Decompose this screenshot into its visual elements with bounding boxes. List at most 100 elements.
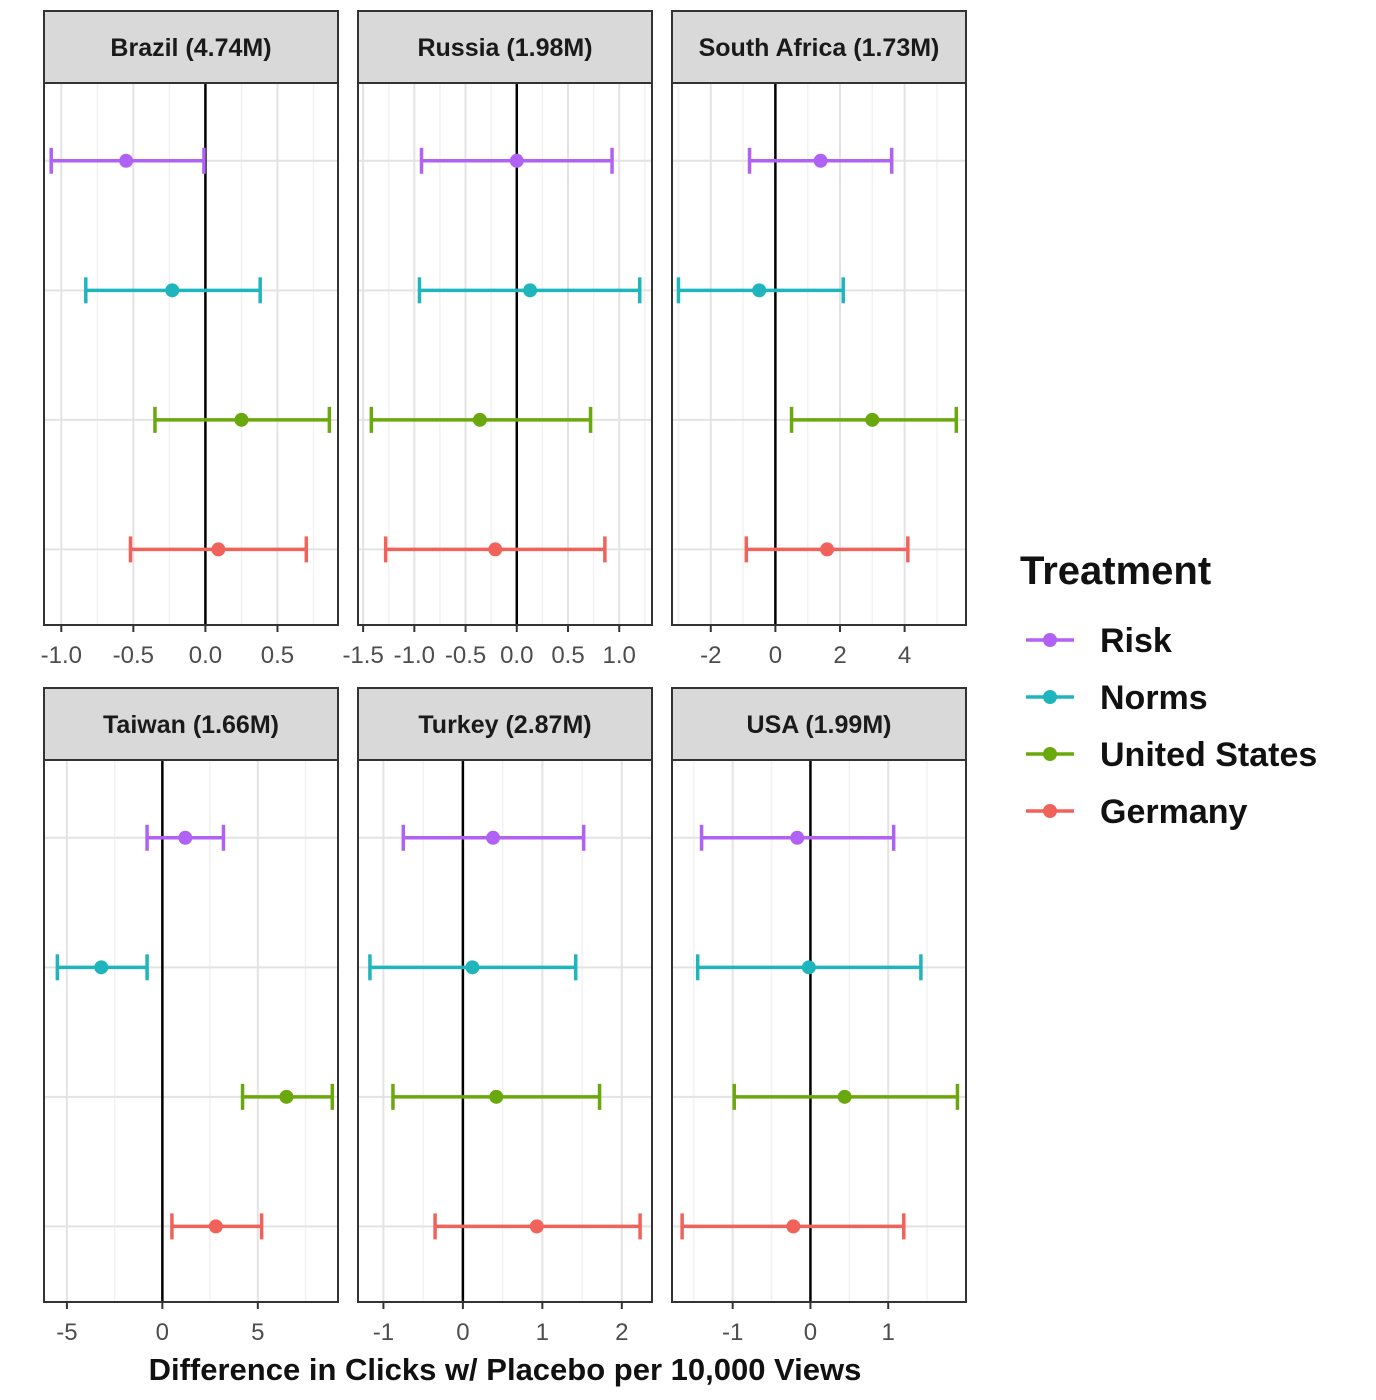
panel-border: [671, 82, 967, 626]
plot-background: [672, 83, 966, 625]
point-estimate: [489, 1089, 504, 1104]
errorbar-germany: [433, 1213, 642, 1240]
x-tick-label: -1.0: [41, 642, 82, 669]
legend-key-point: [1043, 804, 1057, 818]
facet-title: South Africa (1.73M): [699, 34, 940, 62]
x-tick-label: 0: [769, 642, 782, 669]
facet-strip: [43, 687, 339, 761]
facet-panel: USA (1.99M) -1 0 1: [671, 687, 967, 1346]
errorbar-norms: [84, 277, 262, 304]
facet-panel: South Africa (1.73M) -2 0 2 4: [671, 10, 967, 669]
point-estimate: [790, 830, 805, 845]
point-estimate: [472, 412, 487, 427]
point-estimate: [509, 153, 524, 168]
errorbar-united-states: [369, 406, 593, 433]
x-tick-label: 0: [804, 1319, 817, 1346]
errorbar-germany: [383, 536, 607, 563]
errorbar-united-states: [391, 1083, 602, 1110]
legend-label: Norms: [1100, 679, 1208, 717]
facet-panel: Russia (1.98M) -1.5 -1.0 -0.5 0.0 0.5 1.0: [342, 10, 653, 669]
x-tick-label: -5: [56, 1319, 77, 1346]
errorbar-germany: [744, 536, 910, 563]
panel-border: [357, 82, 653, 626]
facet-strip: [671, 687, 967, 761]
x-tick-label: 4: [898, 642, 911, 669]
legend-key-point: [1043, 690, 1057, 704]
panel-border: [357, 759, 653, 1303]
errorbar-norms: [368, 954, 578, 981]
point-estimate: [208, 1219, 223, 1234]
point-estimate: [865, 412, 880, 427]
point-estimate: [820, 542, 835, 557]
point-estimate: [523, 283, 538, 298]
facet-title: Taiwan (1.66M): [103, 711, 279, 739]
point-estimate: [119, 153, 134, 168]
legend-label: United States: [1100, 736, 1317, 774]
x-tick-label: -1.0: [394, 642, 435, 669]
errorbar-risk: [419, 147, 614, 174]
point-estimate: [465, 960, 480, 975]
legend-label: Germany: [1100, 793, 1247, 831]
legend-entry-risk: Risk: [1026, 622, 1172, 660]
facet-title: Turkey (2.87M): [418, 711, 591, 739]
legend-entry-norms: Norms: [1026, 679, 1208, 717]
x-tick-label: 1: [536, 1319, 549, 1346]
point-estimate: [165, 283, 180, 298]
panel-border: [671, 759, 967, 1303]
errorbar-risk: [747, 147, 894, 174]
x-tick-label: 0.5: [261, 642, 294, 669]
facet-strip: [43, 10, 339, 84]
point-estimate: [279, 1089, 294, 1104]
errorbar-risk: [145, 824, 226, 851]
errorbar-united-states: [153, 406, 332, 433]
panel-border: [43, 82, 339, 626]
facet-strip: [357, 687, 653, 761]
x-tick-label: -2: [700, 642, 721, 669]
x-tick-label: -1: [722, 1319, 743, 1346]
legend: Treatment Risk Norms United States Germany: [1020, 549, 1317, 831]
errorbar-risk: [49, 147, 206, 174]
point-estimate: [801, 960, 816, 975]
errorbar-risk: [401, 824, 586, 851]
legend-key-point: [1043, 633, 1057, 647]
facet-title: Brazil (4.74M): [110, 34, 271, 62]
x-tick-label: -0.5: [445, 642, 486, 669]
facet-strip: [671, 10, 967, 84]
point-estimate: [486, 830, 501, 845]
facet-title: USA (1.99M): [747, 711, 892, 739]
errorbar-united-states: [732, 1083, 960, 1110]
facet-title: Russia (1.98M): [417, 34, 592, 62]
x-tick-label: 0: [156, 1319, 169, 1346]
legend-title: Treatment: [1020, 549, 1211, 593]
errorbar-germany: [170, 1213, 264, 1240]
point-estimate: [94, 960, 109, 975]
x-tick-label: 1: [882, 1319, 895, 1346]
errorbar-norms: [676, 277, 845, 304]
x-tick-label: 0.5: [551, 642, 584, 669]
legend-entry-united-states: United States: [1026, 736, 1317, 774]
point-estimate: [786, 1219, 801, 1234]
x-tick-label: 1.0: [603, 642, 636, 669]
facet-panel: Turkey (2.87M) -1 0 1 2: [357, 687, 653, 1346]
errorbar-germany: [128, 536, 309, 563]
point-estimate: [178, 830, 193, 845]
point-estimate: [813, 153, 828, 168]
facet-panel: Brazil (4.74M) -1.0 -0.5 0.0 0.5: [41, 10, 339, 669]
x-tick-label: 2: [615, 1319, 628, 1346]
point-estimate: [211, 542, 226, 557]
point-estimate: [234, 412, 249, 427]
x-tick-label: 2: [833, 642, 846, 669]
panel-border: [43, 759, 339, 1303]
plot-background: [358, 760, 652, 1302]
legend-entry-germany: Germany: [1026, 793, 1247, 831]
errorbar-norms: [695, 954, 923, 981]
x-tick-label: -1.5: [342, 642, 383, 669]
errorbar-germany: [680, 1213, 906, 1240]
point-estimate: [488, 542, 503, 557]
x-axis-label: Difference in Clicks w/ Placebo per 10,0…: [149, 1352, 862, 1387]
point-estimate: [837, 1089, 852, 1104]
plot-background: [44, 83, 338, 625]
errorbar-norms: [417, 277, 642, 304]
point-estimate: [752, 283, 767, 298]
